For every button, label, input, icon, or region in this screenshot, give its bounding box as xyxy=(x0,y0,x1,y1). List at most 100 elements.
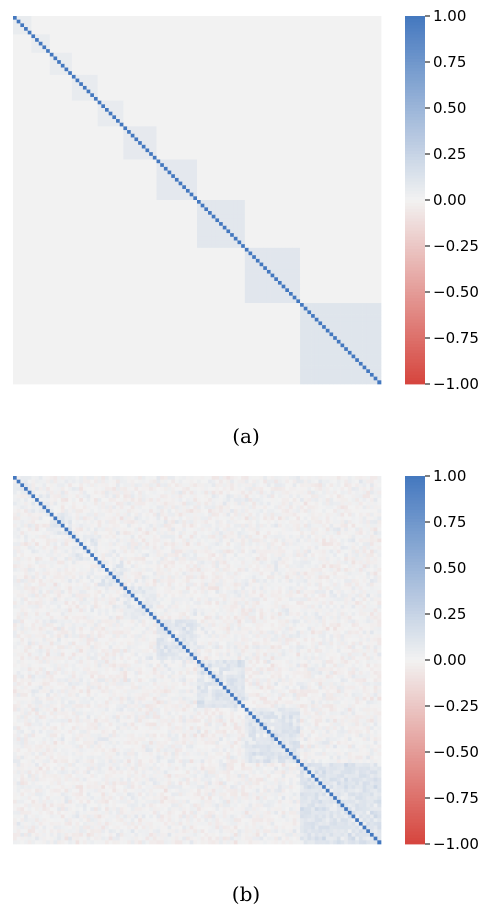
heatmap-cell xyxy=(326,126,330,130)
heatmap-cell xyxy=(370,64,374,68)
heatmap-cell xyxy=(20,20,24,24)
heatmap-cell xyxy=(168,42,172,46)
heatmap-cell xyxy=(153,38,157,42)
heatmap-cell xyxy=(256,93,260,97)
heatmap-cell xyxy=(285,126,289,130)
heatmap-cell xyxy=(237,45,241,49)
heatmap-cell xyxy=(168,171,172,175)
heatmap-cell xyxy=(153,27,157,31)
heatmap-cell xyxy=(145,79,149,83)
heatmap-cell xyxy=(98,119,102,123)
heatmap-cell xyxy=(160,167,164,171)
heatmap-cell xyxy=(322,56,326,60)
heatmap-cell xyxy=(219,134,223,138)
heatmap-cell xyxy=(168,82,172,86)
heatmap-cell xyxy=(212,23,216,27)
heatmap-cell xyxy=(98,31,102,35)
heatmap-cell xyxy=(329,171,333,175)
heatmap-cell xyxy=(289,27,293,31)
heatmap-cell xyxy=(307,119,311,123)
heatmap-cell xyxy=(101,82,105,86)
heatmap-cell xyxy=(329,90,333,94)
heatmap-cell xyxy=(109,148,113,152)
heatmap-cell xyxy=(333,31,337,35)
heatmap-cell xyxy=(307,156,311,160)
heatmap-cell xyxy=(271,82,275,86)
heatmap-cell xyxy=(212,148,216,152)
heatmap-cell xyxy=(131,141,135,145)
heatmap-cell xyxy=(120,93,124,97)
heatmap-cell xyxy=(326,108,330,112)
heatmap-cell xyxy=(31,64,35,68)
heatmap-cell xyxy=(363,104,367,108)
heatmap-cell xyxy=(201,93,205,97)
heatmap-cell xyxy=(98,130,102,134)
heatmap-cell xyxy=(164,82,168,86)
heatmap-cell xyxy=(68,20,72,24)
heatmap-cell xyxy=(296,71,300,75)
heatmap-cell xyxy=(83,34,87,38)
heatmap-cell xyxy=(193,130,197,134)
heatmap-cell xyxy=(256,119,260,123)
heatmap-cell xyxy=(315,20,319,24)
heatmap-cell xyxy=(344,115,348,119)
heatmap-cell xyxy=(123,178,127,182)
heatmap-cell xyxy=(215,163,219,167)
heatmap-cell xyxy=(370,163,374,167)
heatmap-cell xyxy=(274,134,278,138)
heatmap-cell xyxy=(208,171,212,175)
heatmap-cell xyxy=(157,148,161,152)
heatmap-cell xyxy=(249,79,253,83)
heatmap-cell xyxy=(219,174,223,178)
heatmap-cell xyxy=(193,174,197,178)
heatmap-cell xyxy=(282,163,286,167)
heatmap-cell xyxy=(168,126,172,130)
heatmap-cell xyxy=(127,60,131,64)
heatmap-cell xyxy=(72,108,76,112)
heatmap-cell xyxy=(241,126,245,130)
heatmap-cell xyxy=(105,163,109,167)
heatmap-cell xyxy=(149,56,153,60)
heatmap-cell xyxy=(293,86,297,90)
heatmap-cell xyxy=(68,171,72,175)
heatmap-cell xyxy=(208,104,212,108)
heatmap-cell xyxy=(267,130,271,134)
heatmap-cell xyxy=(234,182,238,186)
heatmap-cell xyxy=(366,53,370,57)
heatmap-cell xyxy=(72,193,76,197)
heatmap-cell xyxy=(296,196,300,200)
heatmap-cell xyxy=(171,178,175,182)
heatmap-cell xyxy=(289,160,293,164)
heatmap-cell xyxy=(76,178,80,182)
heatmap-cell xyxy=(160,71,164,75)
heatmap-cell xyxy=(374,182,378,186)
heatmap-cell xyxy=(341,34,345,38)
heatmap-cell xyxy=(28,79,32,83)
heatmap-cell xyxy=(226,178,230,182)
heatmap-cell xyxy=(370,79,374,83)
heatmap-cell xyxy=(171,104,175,108)
heatmap-cell xyxy=(160,38,164,42)
heatmap-cell xyxy=(182,137,186,141)
heatmap-cell xyxy=(226,86,230,90)
heatmap-cell xyxy=(374,178,378,182)
heatmap-cell xyxy=(65,160,69,164)
heatmap-cell xyxy=(35,156,39,160)
heatmap-cell xyxy=(267,148,271,152)
heatmap-cell xyxy=(230,101,234,105)
heatmap-cell xyxy=(256,137,260,141)
heatmap-cell xyxy=(293,16,297,20)
heatmap-cell xyxy=(212,167,216,171)
heatmap-cell xyxy=(182,49,186,53)
heatmap-cell xyxy=(120,134,124,138)
heatmap-cell xyxy=(263,152,267,156)
heatmap-cell xyxy=(226,97,230,101)
heatmap-cell xyxy=(182,23,186,27)
heatmap-cell xyxy=(359,189,363,193)
heatmap-cell xyxy=(131,79,135,83)
heatmap-cell xyxy=(42,156,46,160)
heatmap-cell xyxy=(230,134,234,138)
heatmap-cell xyxy=(131,31,135,35)
heatmap-cell xyxy=(363,101,367,105)
heatmap-cell xyxy=(366,97,370,101)
